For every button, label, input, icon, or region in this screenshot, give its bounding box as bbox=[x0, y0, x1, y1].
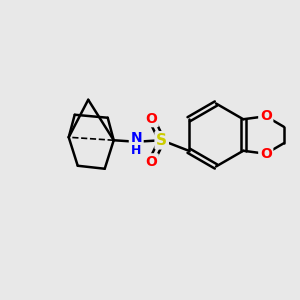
Text: O: O bbox=[260, 147, 272, 161]
Text: H: H bbox=[131, 144, 141, 157]
Text: S: S bbox=[156, 133, 167, 148]
Text: O: O bbox=[145, 112, 157, 126]
Text: O: O bbox=[145, 155, 157, 169]
Text: N: N bbox=[130, 131, 142, 145]
Text: O: O bbox=[260, 109, 272, 123]
